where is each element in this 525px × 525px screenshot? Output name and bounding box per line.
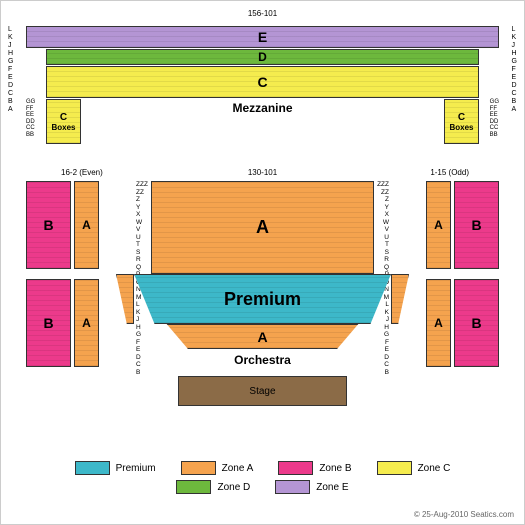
center-premium[interactable]: Premium <box>134 274 391 324</box>
mezz-seat-range: 156-101 <box>248 9 277 18</box>
orchestra-area: 16-2 (Even) 130-101 1-15 (Odd) ZZZZZZYXW… <box>26 171 499 436</box>
legend-item: Zone B <box>278 461 351 475</box>
mezz-box-labels-left: GGFFEEDDCCBB <box>26 99 35 138</box>
premium-side-right[interactable] <box>391 274 409 324</box>
center-a-bottom[interactable]: A <box>156 324 369 349</box>
legend-swatch <box>275 480 310 494</box>
legend-swatch <box>278 461 313 475</box>
side-a-top-right[interactable]: A <box>426 181 451 269</box>
side-a-top-left[interactable]: A <box>74 181 99 269</box>
legend: Premium Zone A Zone B Zone C Zone D Zone E <box>51 461 474 494</box>
side-b-top-right[interactable]: B <box>454 181 499 269</box>
legend-label: Zone B <box>319 463 351 474</box>
legend-swatch <box>75 461 110 475</box>
side-a-bot-right[interactable]: A <box>426 279 451 367</box>
orchestra-label: Orchestra <box>234 353 291 367</box>
legend-label: Zone C <box>418 463 451 474</box>
orch-even-label: 16-2 (Even) <box>61 168 103 177</box>
section-d[interactable]: D <box>46 49 479 65</box>
section-e[interactable]: E <box>26 26 499 48</box>
orch-center-label: 130-101 <box>248 168 277 177</box>
side-b-bot-left[interactable]: B <box>26 279 71 367</box>
mezz-box-labels-right: GGFFEEDDCCBB <box>490 99 499 138</box>
legend-label: Premium <box>116 463 156 474</box>
legend-item: Zone C <box>377 461 451 475</box>
side-a-bot-left[interactable]: A <box>74 279 99 367</box>
section-c-mezz[interactable]: C <box>46 66 479 98</box>
stage: Stage <box>178 376 347 406</box>
legend-swatch <box>181 461 216 475</box>
copyright: © 25-Aug-2010 Seatics.com <box>414 510 514 519</box>
premium-side-left[interactable] <box>116 274 134 324</box>
side-b-bot-right[interactable]: B <box>454 279 499 367</box>
legend-item: Premium <box>75 461 156 475</box>
seating-chart: 156-101 LKJHGFEDCBA LKJHGFEDCBA GGFFEEDD… <box>0 0 525 525</box>
orch-odd-label: 1-15 (Odd) <box>430 168 469 177</box>
mezz-row-labels-left: LKJHGFEDCBA <box>8 26 13 114</box>
legend-label: Zone E <box>316 482 348 493</box>
legend-label: Zone A <box>222 463 254 474</box>
legend-item: Zone A <box>181 461 254 475</box>
mezz-row-labels-right: LKJHGFEDCBA <box>512 26 517 114</box>
box-left[interactable]: C Boxes <box>46 99 81 144</box>
side-b-top-left[interactable]: B <box>26 181 71 269</box>
legend-label: Zone D <box>217 482 250 493</box>
legend-swatch <box>176 480 211 494</box>
legend-item: Zone E <box>275 480 348 494</box>
legend-swatch <box>377 461 412 475</box>
legend-item: Zone D <box>176 480 250 494</box>
mezzanine-label: Mezzanine <box>232 101 292 115</box>
center-a-top[interactable]: A <box>151 181 374 274</box>
box-right[interactable]: C Boxes <box>444 99 479 144</box>
mezzanine-area: 156-101 LKJHGFEDCBA LKJHGFEDCBA GGFFEEDD… <box>26 21 499 151</box>
